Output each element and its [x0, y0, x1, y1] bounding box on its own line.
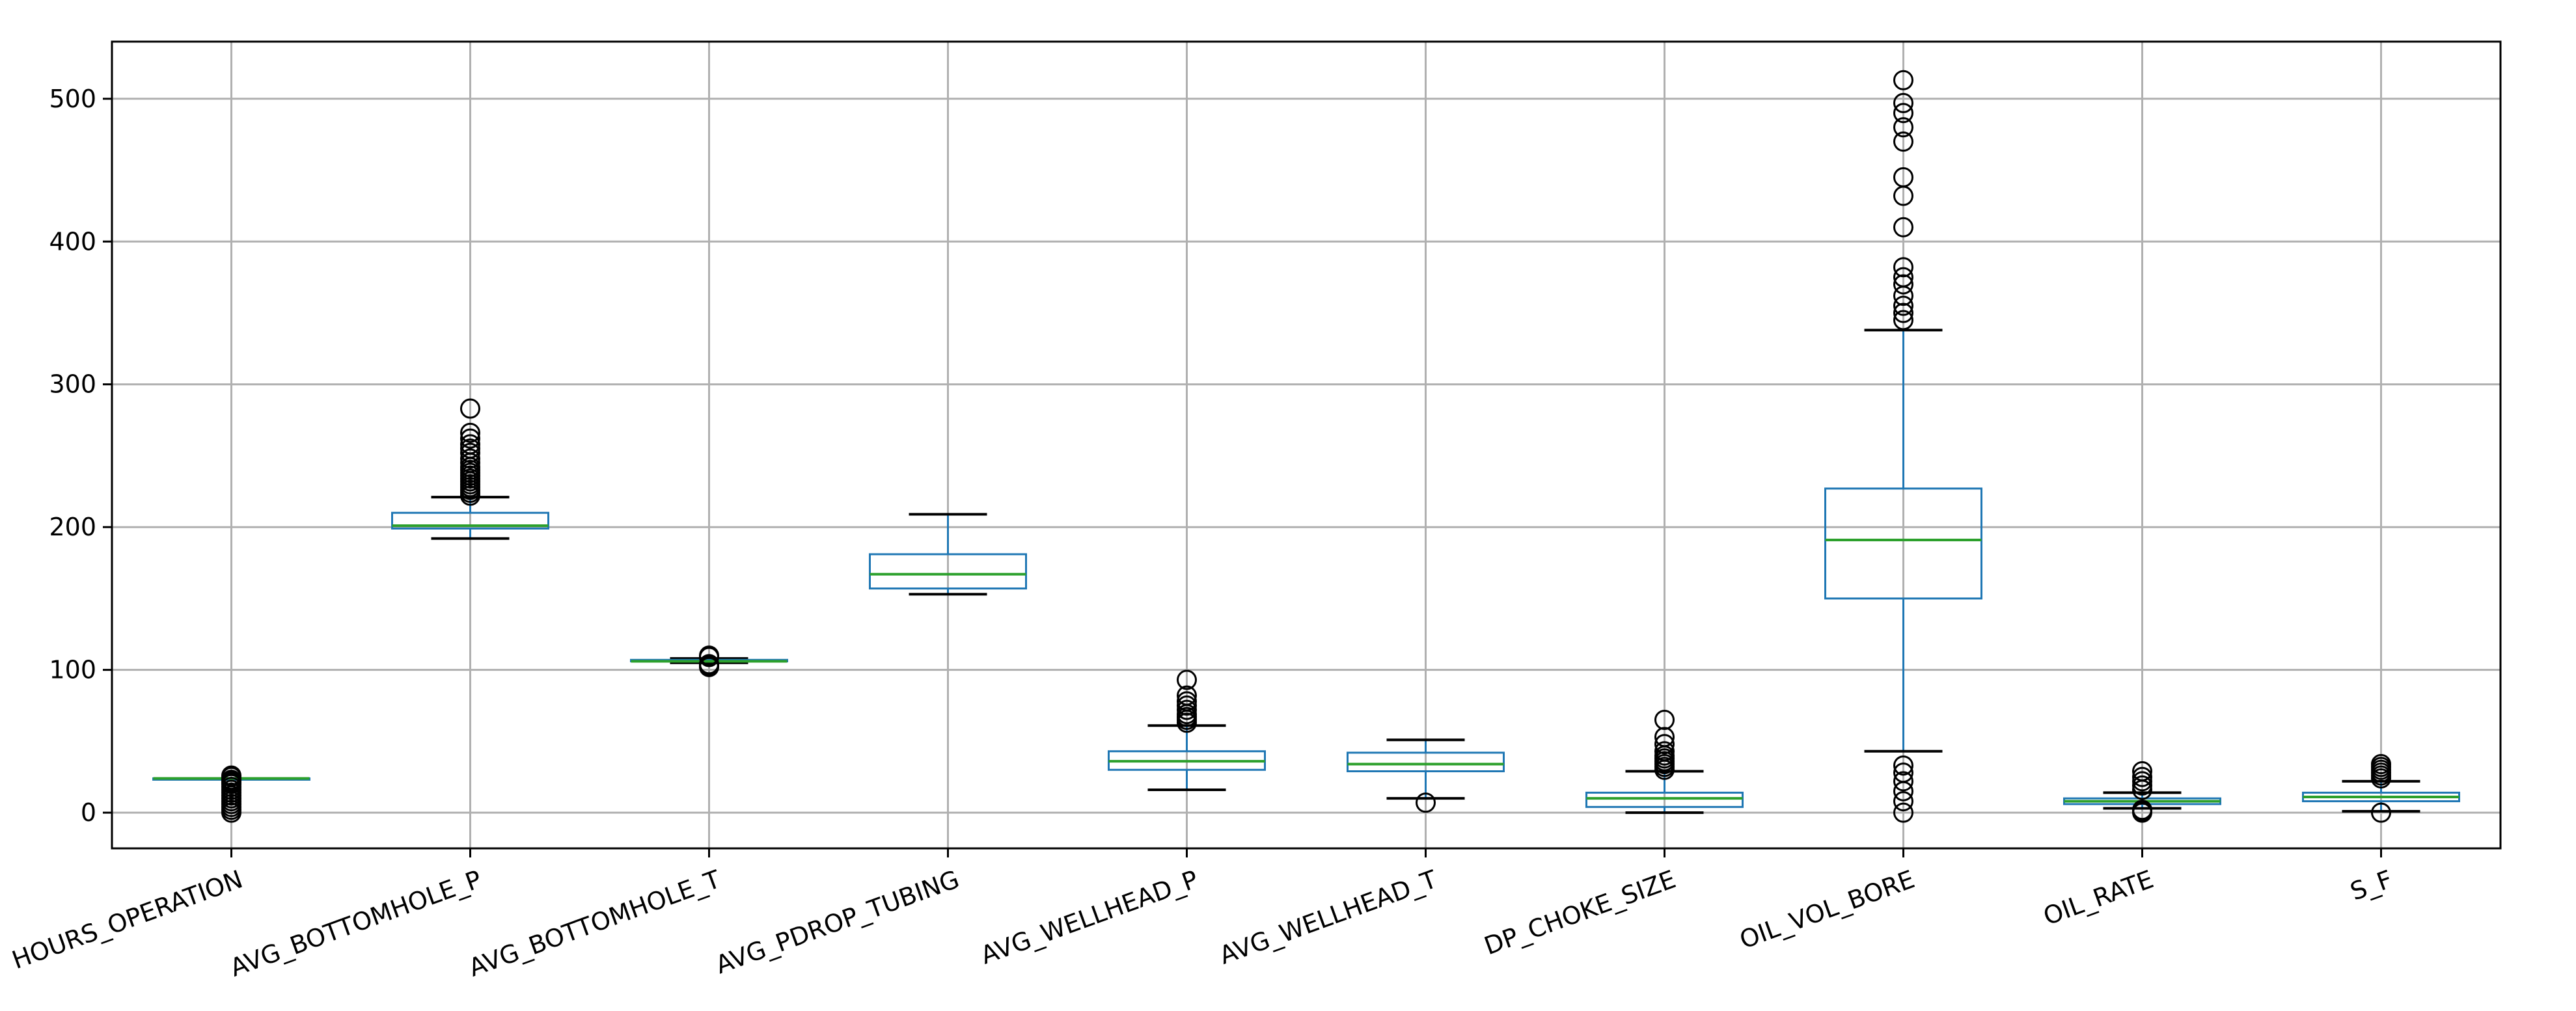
y-tick-label: 400 — [49, 227, 96, 256]
box-dp-choke-size — [1585, 709, 1744, 815]
outlier-point — [1893, 791, 1913, 812]
x-tick-label: AVG_PDROP_TUBING — [712, 865, 963, 979]
y-tick-label: 500 — [49, 85, 96, 113]
box-avg-bottomhole-p — [391, 398, 549, 540]
outlier-point — [1893, 117, 1913, 138]
outlier-point — [1893, 131, 1913, 152]
outlier-point — [1893, 762, 1913, 783]
outlier-point — [2132, 800, 2152, 820]
outlier-point — [1893, 295, 1913, 316]
iqr-box — [1585, 791, 1744, 808]
outlier-point — [2132, 761, 2152, 781]
box-avg-pdrop-tubing — [869, 513, 1027, 596]
outlier-point — [1177, 669, 1197, 690]
y-tick-label: 200 — [49, 513, 96, 541]
x-tick-label: AVG_WELLHEAD_T — [1216, 865, 1442, 970]
outlier-point — [2371, 802, 2391, 823]
outlier-point — [221, 765, 241, 786]
box-avg-wellhead-t — [1347, 738, 1505, 813]
outlier-point — [1893, 755, 1913, 776]
x-tick-label: AVG_BOTTOMHOLE_T — [465, 865, 724, 982]
x-tick-label: DP_CHOKE_SIZE — [1481, 865, 1680, 960]
outlier-point — [460, 428, 480, 449]
outlier-point — [1893, 771, 1913, 792]
outlier-point — [1893, 92, 1913, 113]
outlier-point — [460, 422, 480, 443]
outlier-point — [1893, 274, 1913, 295]
y-tick-label: 100 — [49, 656, 96, 684]
outlier-point — [460, 398, 480, 419]
iqr-box — [391, 511, 549, 530]
outlier-point — [699, 654, 719, 675]
x-tick-label: OIL_VOL_BORE — [1736, 865, 1918, 954]
outlier-point — [1416, 792, 1436, 813]
outlier-point — [1893, 167, 1913, 187]
x-tick-label: OIL_RATE — [2040, 865, 2158, 931]
outlier-point — [1893, 217, 1913, 237]
box-avg-wellhead-p — [1108, 669, 1266, 792]
x-tick-label: S_F — [2346, 865, 2396, 906]
outlier-point — [1654, 734, 1675, 755]
box-avg-bottomhole-t — [630, 645, 788, 677]
outlier-point — [1893, 310, 1913, 330]
outlier-point — [460, 448, 480, 469]
outlier-point — [2371, 754, 2391, 775]
outlier-point — [1893, 103, 1913, 124]
y-tick-label: 300 — [49, 370, 96, 399]
x-tick-label: AVG_WELLHEAD_P — [977, 865, 1202, 970]
box-plots — [152, 70, 2460, 823]
box-oil-rate — [2063, 761, 2221, 823]
box-oil-vol-bore — [1824, 70, 1982, 823]
outlier-point — [1654, 727, 1675, 748]
outlier-point — [699, 645, 719, 666]
outlier-point — [1893, 257, 1913, 278]
outlier-point — [1177, 685, 1197, 706]
outlier-point — [2132, 766, 2152, 787]
outlier-point — [1177, 691, 1197, 712]
box-hours-operation — [152, 765, 310, 823]
iqr-box — [1347, 751, 1505, 772]
plot-frame — [111, 40, 2502, 850]
iqr-box — [869, 553, 1027, 590]
outlier-point — [1893, 802, 1913, 823]
outlier-point — [460, 434, 480, 455]
outlier-point — [1893, 267, 1913, 288]
grid-lines — [112, 42, 2501, 848]
outlier-point — [1654, 741, 1675, 762]
outlier-point — [1654, 709, 1675, 730]
x-tick-label: AVG_BOTTOMHOLE_P — [226, 865, 486, 982]
box-s-f — [2302, 754, 2460, 823]
y-tick-label: 0 — [81, 798, 96, 827]
outlier-point — [1893, 303, 1913, 323]
x-tick-label: HOURS_OPERATION — [8, 865, 247, 975]
axes — [103, 40, 2502, 857]
iqr-box — [1824, 487, 1982, 600]
outlier-point — [1893, 70, 1913, 90]
